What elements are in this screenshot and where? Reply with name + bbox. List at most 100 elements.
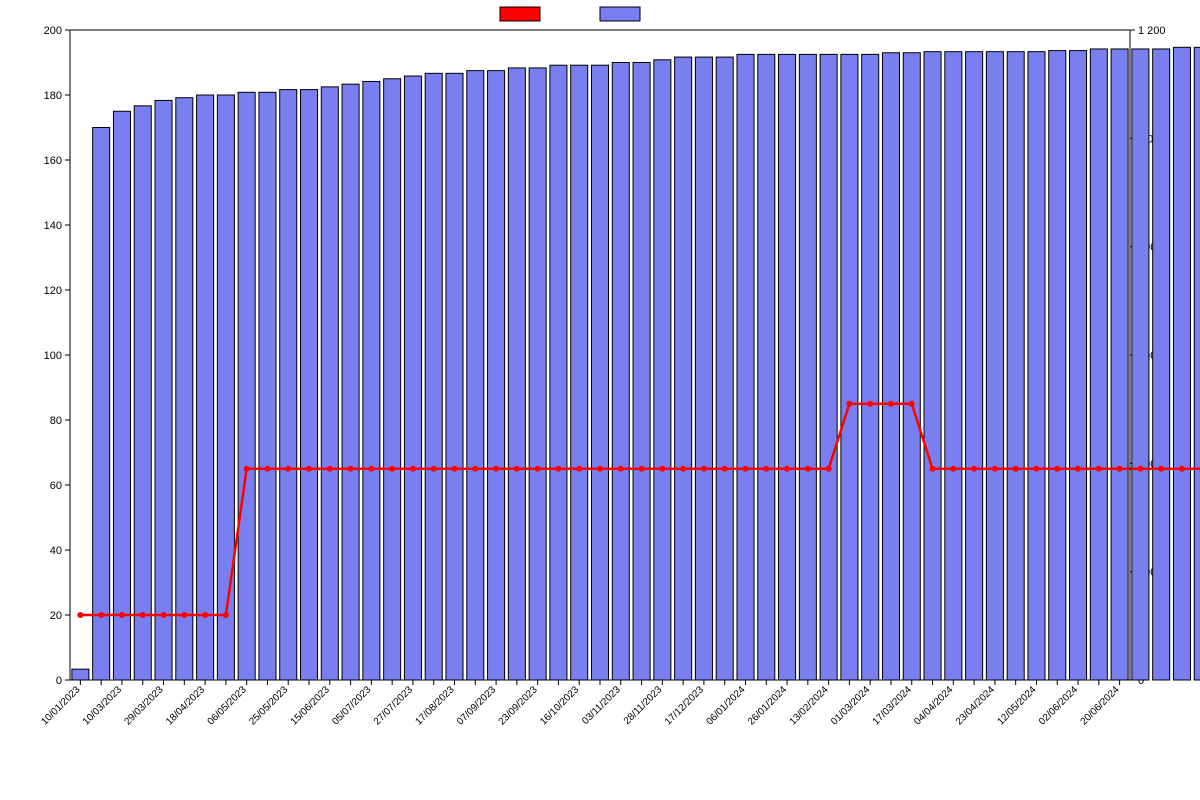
line-marker xyxy=(285,466,291,472)
bar xyxy=(529,68,546,680)
bar xyxy=(155,100,172,680)
line-marker xyxy=(618,466,624,472)
bar xyxy=(425,73,442,680)
bar xyxy=(903,53,920,680)
bar xyxy=(134,106,151,680)
bar xyxy=(93,128,110,681)
bar xyxy=(238,92,255,680)
legend-swatch xyxy=(600,7,640,21)
bar xyxy=(675,57,692,680)
bar xyxy=(404,76,421,680)
bar xyxy=(986,52,1003,680)
line-marker xyxy=(1137,466,1143,472)
svg-text:1 200: 1 200 xyxy=(1138,25,1166,37)
svg-text:200: 200 xyxy=(44,25,62,37)
svg-text:20: 20 xyxy=(50,610,62,622)
bar xyxy=(384,79,401,680)
bar xyxy=(72,669,89,680)
svg-text:180: 180 xyxy=(44,90,62,102)
line-marker xyxy=(348,466,354,472)
line-marker xyxy=(846,401,852,407)
line-marker xyxy=(1179,466,1185,472)
line-marker xyxy=(244,466,250,472)
line-marker xyxy=(971,466,977,472)
bar xyxy=(259,92,276,680)
line-marker xyxy=(680,466,686,472)
bar xyxy=(1132,49,1149,680)
line-marker xyxy=(306,466,312,472)
bar xyxy=(758,54,775,680)
bar xyxy=(197,95,214,680)
bar xyxy=(882,53,899,680)
svg-text:60: 60 xyxy=(50,480,62,492)
bar xyxy=(591,65,608,680)
svg-text:160: 160 xyxy=(44,155,62,167)
bar xyxy=(113,111,130,680)
line-marker xyxy=(452,466,458,472)
line-marker xyxy=(950,466,956,472)
line-marker xyxy=(1013,466,1019,472)
line-marker xyxy=(763,466,769,472)
bar xyxy=(799,54,816,680)
combo-chart: 0204060801001201401601802000200400600800… xyxy=(0,0,1200,800)
line-marker xyxy=(264,466,270,472)
bar xyxy=(1173,47,1190,680)
bar xyxy=(1070,51,1087,680)
line-marker xyxy=(639,466,645,472)
bar xyxy=(1194,47,1200,680)
line-marker xyxy=(742,466,748,472)
line-marker xyxy=(1075,466,1081,472)
bar xyxy=(737,54,754,680)
bar xyxy=(1111,49,1128,680)
svg-text:80: 80 xyxy=(50,415,62,427)
line-marker xyxy=(140,612,146,618)
line-marker xyxy=(431,466,437,472)
line-marker xyxy=(368,466,374,472)
bar xyxy=(945,52,962,680)
line-marker xyxy=(493,466,499,472)
line-marker xyxy=(805,466,811,472)
bar xyxy=(1090,49,1107,680)
line-marker xyxy=(555,466,561,472)
bar xyxy=(1153,49,1170,680)
bar xyxy=(924,52,941,680)
line-marker xyxy=(1158,466,1164,472)
line-marker xyxy=(77,612,83,618)
line-marker xyxy=(659,466,665,472)
line-marker xyxy=(410,466,416,472)
bar xyxy=(612,63,629,681)
bar xyxy=(779,54,796,680)
line-marker xyxy=(535,466,541,472)
line-marker xyxy=(888,401,894,407)
line-marker xyxy=(202,612,208,618)
chart-container: 0204060801001201401601802000200400600800… xyxy=(0,0,1200,800)
bar xyxy=(363,81,380,680)
bar xyxy=(654,60,671,680)
line-marker xyxy=(1033,466,1039,472)
svg-text:120: 120 xyxy=(44,285,62,297)
legend-swatch xyxy=(500,7,540,21)
bar xyxy=(1028,52,1045,680)
bar xyxy=(508,68,525,680)
line-marker xyxy=(1117,466,1123,472)
line-marker xyxy=(597,466,603,472)
bar xyxy=(571,65,588,680)
bar xyxy=(862,54,879,680)
line-marker xyxy=(389,466,395,472)
svg-text:40: 40 xyxy=(50,545,62,557)
bars-group xyxy=(72,46,1200,680)
line-marker xyxy=(514,466,520,472)
bar xyxy=(488,71,505,680)
line-marker xyxy=(930,466,936,472)
bar xyxy=(966,52,983,680)
line-marker xyxy=(909,401,915,407)
svg-text:100: 100 xyxy=(44,350,62,362)
bar xyxy=(1049,51,1066,680)
bar xyxy=(820,54,837,680)
bar xyxy=(446,73,463,680)
line-marker xyxy=(701,466,707,472)
bar xyxy=(342,84,359,680)
bar xyxy=(550,65,567,680)
line-marker xyxy=(223,612,229,618)
svg-text:140: 140 xyxy=(44,220,62,232)
